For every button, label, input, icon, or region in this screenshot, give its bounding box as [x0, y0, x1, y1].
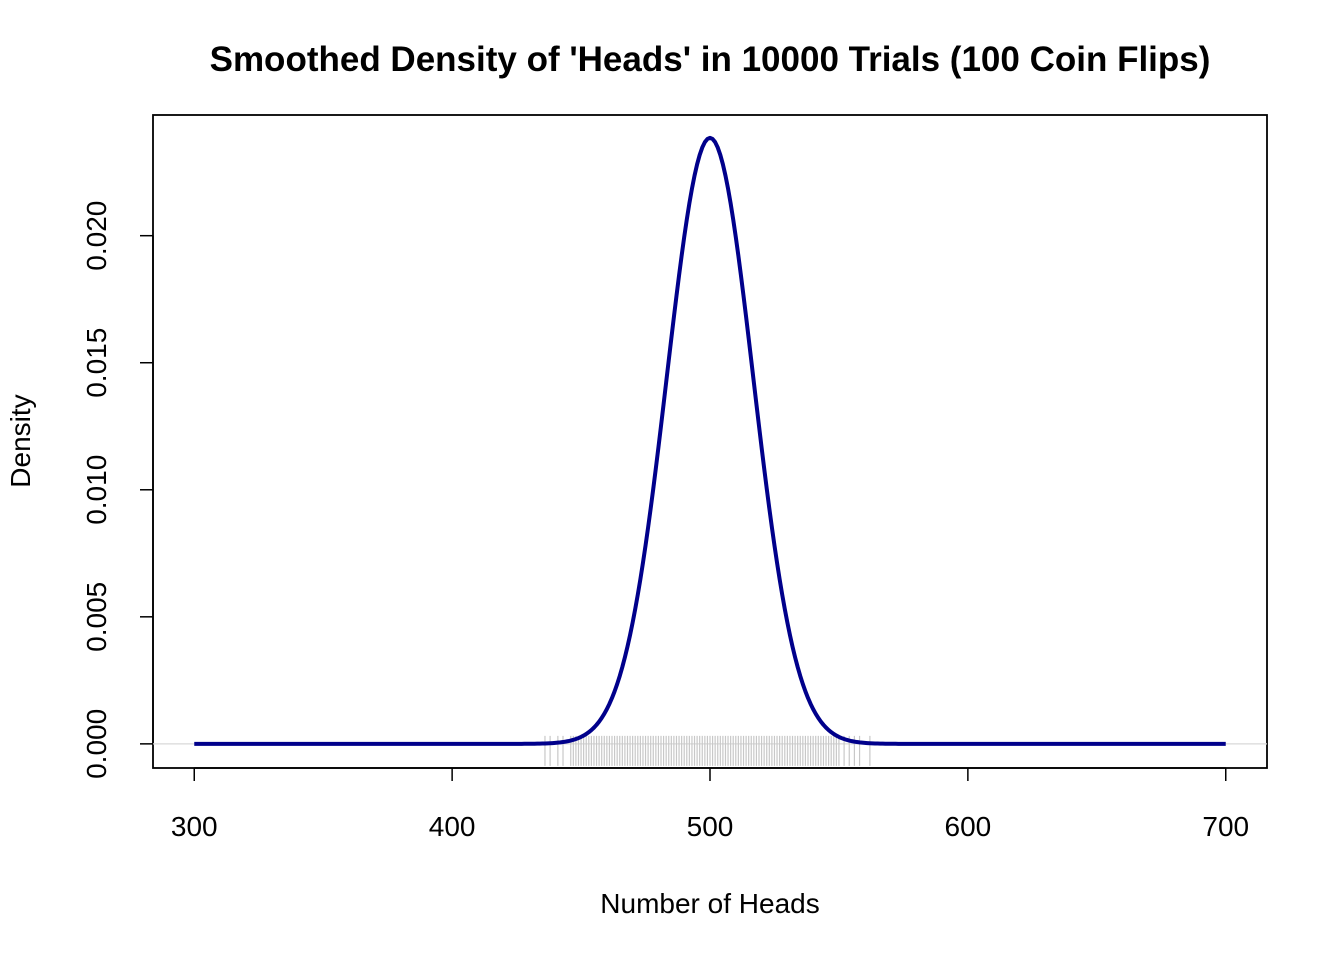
x-axis-label: Number of Heads	[600, 888, 819, 919]
y-tick-label: 0.015	[81, 328, 112, 398]
y-tick-label: 0.005	[81, 582, 112, 652]
x-tick-label: 700	[1202, 811, 1249, 842]
x-axis: 300 400 500 600 700	[171, 767, 1249, 842]
x-tick-label: 300	[171, 811, 218, 842]
density-curve	[194, 135, 1226, 746]
x-tick-label: 500	[687, 811, 734, 842]
y-axis: 0.000 0.005 0.010 0.015 0.020	[81, 201, 154, 779]
x-tick-label: 400	[429, 811, 476, 842]
y-tick-label: 0.020	[81, 201, 112, 271]
x-tick-label: 600	[945, 811, 992, 842]
series-group	[194, 135, 1226, 746]
y-tick-label: 0.010	[81, 455, 112, 525]
chart-title: Smoothed Density of 'Heads' in 10000 Tri…	[210, 40, 1211, 79]
rug-marks	[153, 735, 1267, 766]
y-tick-label: 0.000	[81, 709, 112, 779]
plot-frame	[152, 114, 1268, 769]
y-axis-label: Density	[5, 394, 36, 487]
